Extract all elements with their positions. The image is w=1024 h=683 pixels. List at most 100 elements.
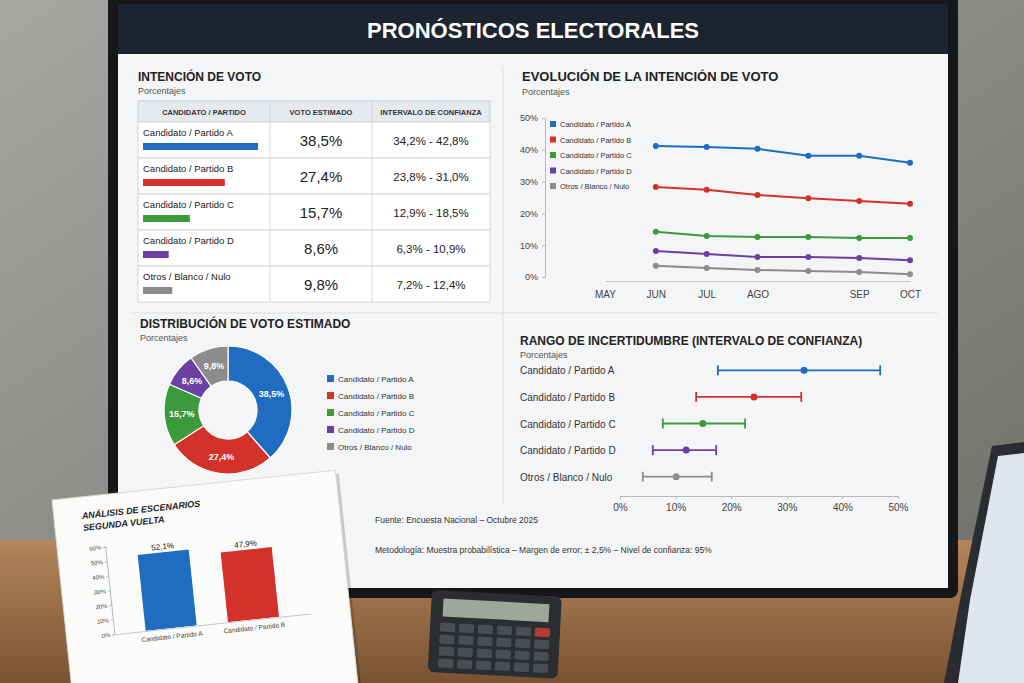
row-label: Candidato / Partido B <box>143 163 233 174</box>
series-marker <box>653 184 659 190</box>
scenario-sheet: ANÁLISIS DE ESCENARIOSSEGUNDA VUELTA0%10… <box>52 470 361 683</box>
y-axis-tick-mark <box>542 182 545 183</box>
x-axis-tick-label: SEP <box>850 289 870 300</box>
calculator-key <box>497 625 512 635</box>
series-marker <box>856 198 862 204</box>
calculator-key <box>440 622 455 632</box>
y-axis: 0%10%20%30%40%50%60% <box>89 544 115 639</box>
series-marker <box>907 201 913 207</box>
interval-cap <box>800 392 802 402</box>
table-row <box>138 122 490 158</box>
x-axis-tick: Candidato / Partido A <box>141 630 203 643</box>
y-axis-tick: 40% <box>92 573 109 581</box>
y-axis-tick: 40% <box>520 145 545 155</box>
series-marker <box>907 235 913 241</box>
x-axis-tick-label: 40% <box>833 502 853 513</box>
y-axis-tick-label: 10% <box>97 617 110 624</box>
legend-swatch <box>327 375 334 382</box>
interval-label: 6,3% - 10,9% <box>396 243 465 255</box>
data-label: 15,7% <box>169 409 195 419</box>
legend-swatch <box>550 121 556 127</box>
column-header: CANDIDATO / PARTIDO <box>162 108 246 117</box>
y-axis-tick-label: 50% <box>520 113 538 123</box>
calculator-key <box>496 649 511 659</box>
y-axis-tick-mark <box>542 118 545 119</box>
calculator-key <box>516 626 531 636</box>
x-axis-tick: AGO <box>747 289 769 300</box>
x-axis-tick-label: AGO <box>747 289 769 300</box>
interval-label: 7,2% - 12,4% <box>396 279 465 291</box>
calculator-key <box>458 647 473 657</box>
legend-swatch <box>327 443 334 450</box>
donut-chart: DISTRIBUCIÓN DE VOTO ESTIMADOPorcentajes… <box>140 316 415 474</box>
calculator-key <box>457 659 472 669</box>
vote-bar <box>143 287 172 294</box>
chart-subtitle: Porcentajes <box>140 333 188 343</box>
x-axis-tick-mark <box>898 496 899 499</box>
estimate-point <box>673 473 680 480</box>
calculator-key <box>495 661 510 671</box>
y-axis-tick-label: 20% <box>520 209 538 219</box>
y-axis-tick: 30% <box>94 588 111 596</box>
series-marker <box>755 254 761 260</box>
x-axis-tick: 30% <box>777 496 797 513</box>
y-axis-tick-mark <box>542 213 545 214</box>
legend-swatch <box>550 168 556 174</box>
footnote: Metodología: Muestra probabilística – Ma… <box>375 545 712 555</box>
data-label: 9,8% <box>204 361 225 371</box>
chart-title: SEGUNDA VUELTA <box>83 514 165 533</box>
series-marker <box>907 257 913 263</box>
interval-cap <box>642 472 644 482</box>
y-axis-tick-mark <box>112 634 114 635</box>
donut: 38,5%27,4%15,7%8,6%9,8% <box>164 346 292 474</box>
x-axis-tick: 40% <box>833 496 853 513</box>
y-axis-tick-label: 30% <box>520 177 538 187</box>
chart-subtitle: Porcentajes <box>522 87 570 97</box>
series-marker <box>653 229 659 235</box>
y-axis-tick: 0% <box>525 272 545 282</box>
x-axis-line <box>115 614 311 635</box>
x-axis-tick: 20% <box>722 496 742 513</box>
series-marker <box>755 234 761 240</box>
x-axis-line <box>621 497 899 500</box>
series-line <box>656 266 910 274</box>
legend-label: Candidato / Partido D <box>338 426 415 435</box>
value-label: 8,6% <box>304 240 338 257</box>
row-label: Candidato / Partido D <box>143 235 234 246</box>
y-axis-tick-mark <box>103 547 105 548</box>
interval-label: 34,2% - 42,8% <box>393 135 468 147</box>
x-axis-tick-label: 10% <box>666 502 686 513</box>
plot-area <box>653 143 913 277</box>
y-axis-tick-label: 0% <box>525 272 538 282</box>
x-axis-tick: Candidato / Partido B <box>223 621 285 634</box>
interval-range <box>718 369 880 371</box>
x-axis-tick-label: JUL <box>698 289 716 300</box>
series-marker <box>856 235 862 241</box>
y-axis-tick: 20% <box>95 602 112 610</box>
series-marker <box>856 269 862 275</box>
x-axis-tick-label: Candidato / Partido A <box>141 630 203 643</box>
x-axis: 0%10%20%30%40%50% <box>613 496 908 513</box>
calculator-key <box>478 624 493 634</box>
calculator-key <box>535 627 550 637</box>
x-axis-tick: 0% <box>613 496 628 513</box>
x-axis-tick-label: Candidato / Partido B <box>223 621 285 634</box>
laptop-lid <box>944 442 1024 683</box>
table-header-bg <box>138 101 490 122</box>
table-row <box>138 230 490 266</box>
x-axis: Candidato / Partido A Candidato / Partido… <box>115 614 312 646</box>
calculator-key <box>515 638 530 648</box>
y-axis-tick-label: 40% <box>520 145 538 155</box>
data-label: 52,1% <box>151 541 175 552</box>
chart-subtitle: Porcentajes <box>520 350 568 360</box>
vote-bar <box>143 143 258 150</box>
x-axis-tick-label: JUN <box>647 289 666 300</box>
series-marker <box>704 187 710 193</box>
series-marker <box>653 263 659 269</box>
estimate-point <box>801 367 808 374</box>
series-line <box>656 251 910 260</box>
wall <box>0 0 1024 683</box>
category-label: Candidato / Partido A <box>520 365 615 376</box>
x-axis-tick: JUL <box>698 289 716 300</box>
legend: Candidato / Partido ACandidato / Partido… <box>327 375 415 452</box>
